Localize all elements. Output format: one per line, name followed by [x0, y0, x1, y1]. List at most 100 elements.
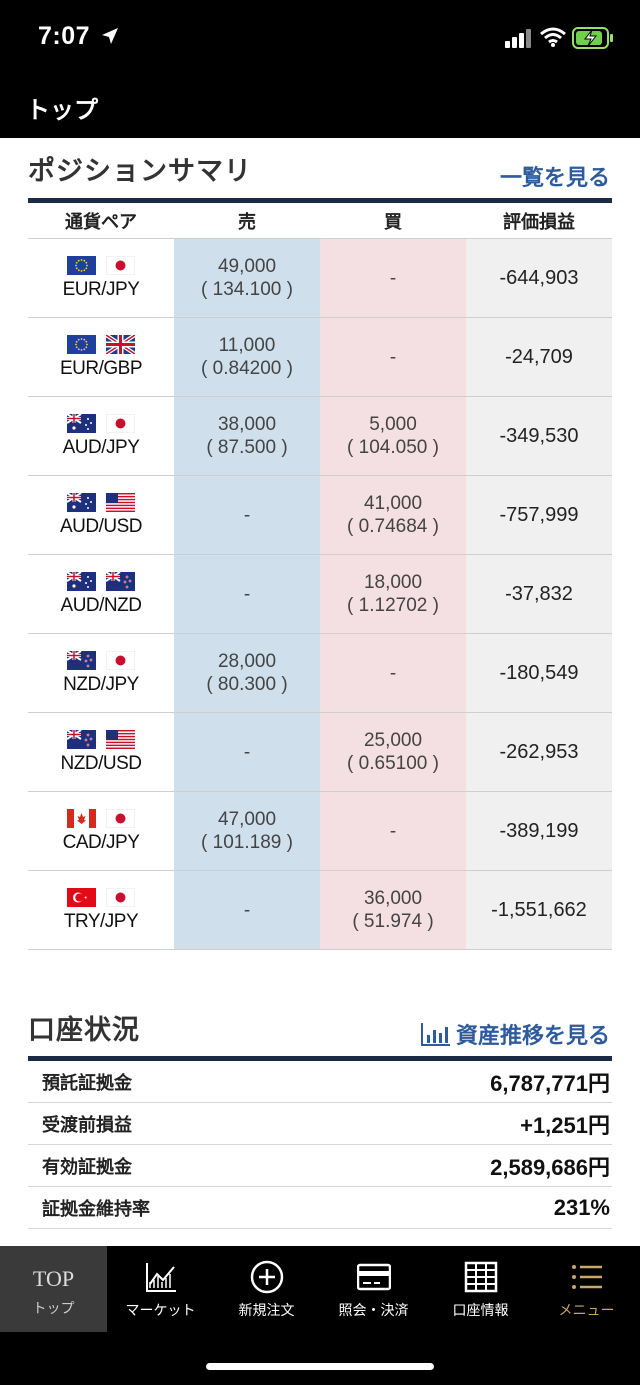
flags [67, 650, 135, 670]
currency-pair-name: NZD/JPY [63, 673, 139, 695]
sell-cell: - [174, 476, 320, 554]
flag-au-icon [67, 413, 96, 433]
tab-top[interactable]: TOP トップ [0, 1246, 107, 1332]
unrealized-pnl: -1,551,662 [466, 871, 612, 949]
buy-rate: ( 104.050 ) [347, 437, 439, 458]
position-row[interactable]: TRY/JPY -36,000( 51.974 ) -1,551,662 [28, 871, 612, 950]
currency-pair-cell: NZD/JPY [28, 634, 174, 712]
sell-quantity: - [243, 583, 251, 605]
flag-nz-icon [67, 729, 96, 749]
account-row-value: +1,251円 [520, 1112, 610, 1138]
sell-cell: - [174, 555, 320, 633]
bar-chart-icon [420, 1023, 450, 1046]
flag-nz-icon [67, 650, 96, 670]
buy-rate: ( 0.74684 ) [347, 516, 439, 537]
buy-quantity: 18,000 [363, 572, 423, 593]
position-row[interactable]: AUD/NZD -18,000( 1.12702 ) -37,832 [28, 555, 612, 634]
buy-quantity: - [389, 820, 397, 842]
column-header-pair: 通貨ペア [65, 211, 137, 232]
position-row[interactable]: NZD/JPY 28,000( 80.300 ) - -180,549 [28, 634, 612, 713]
account-row: 受渡前損益 +1,251円 [28, 1103, 612, 1145]
wifi-icon [540, 27, 566, 47]
flags [67, 571, 135, 591]
asset-history-link[interactable]: 資産推移を見る [420, 1018, 610, 1050]
unrealized-pnl: -24,709 [466, 318, 612, 396]
flag-eu-icon [67, 334, 96, 354]
flags [67, 492, 135, 512]
column-header-pnl: 評価損益 [503, 211, 575, 232]
battery-charging-icon [572, 27, 613, 49]
buy-quantity: - [389, 267, 397, 289]
unrealized-pnl: -180,549 [466, 634, 612, 712]
position-row[interactable]: EUR/JPY 49,000( 134.100 ) - -644,903 [28, 239, 612, 318]
currency-pair-cell: AUD/USD [28, 476, 174, 554]
flag-jp-icon [106, 413, 135, 433]
sell-cell: 28,000( 80.300 ) [174, 634, 320, 712]
tab-inquiry-settlement-label: 照会・決済 [338, 1303, 409, 1319]
account-row: 預託証拠金 6,787,771円 [28, 1061, 612, 1103]
tab-new-order[interactable]: 新規注文 [213, 1246, 320, 1332]
tab-market[interactable]: マーケット [107, 1246, 214, 1332]
buy-cell: - [320, 792, 466, 870]
position-row[interactable]: CAD/JPY 47,000( 101.189 ) - -389,199 [28, 792, 612, 871]
sell-quantity: 47,000 [217, 809, 277, 830]
sell-cell: 38,000( 87.500 ) [174, 397, 320, 475]
menu-icon [571, 1265, 602, 1289]
currency-pair-cell: AUD/JPY [28, 397, 174, 475]
flag-nz-icon [106, 571, 135, 591]
flag-au-icon [67, 492, 96, 512]
chart-icon [145, 1263, 176, 1292]
position-table-header: 通貨ペア 売 買 評価損益 [28, 203, 612, 239]
position-row[interactable]: AUD/USD -41,000( 0.74684 ) -757,999 [28, 476, 612, 555]
location-arrow-icon [102, 28, 118, 44]
buy-cell: 36,000( 51.974 ) [320, 871, 466, 949]
sell-quantity: - [243, 741, 251, 763]
tab-market-label: マーケット [125, 1303, 196, 1319]
flag-jp-icon [106, 808, 135, 828]
flag-us-icon [106, 729, 135, 749]
sell-cell: 49,000( 134.100 ) [174, 239, 320, 317]
buy-cell: 18,000( 1.12702 ) [320, 555, 466, 633]
tab-new-order-label: 新規注文 [238, 1303, 295, 1319]
buy-quantity: - [389, 346, 397, 368]
position-row[interactable]: NZD/USD -25,000( 0.65100 ) -262,953 [28, 713, 612, 792]
buy-quantity: 41,000 [363, 493, 423, 514]
app-header: トップ [0, 78, 640, 138]
account-row-value: 6,787,771円 [490, 1070, 610, 1096]
flag-gb-icon [106, 334, 135, 354]
account-row-label: 預託証拠金 [42, 1072, 132, 1093]
sell-quantity: 49,000 [217, 256, 277, 277]
tab-menu[interactable]: メニュー [533, 1246, 640, 1332]
account-table: 預託証拠金 6,787,771円 受渡前損益 +1,251円 有効証拠金 2,589,68… [28, 1056, 612, 1229]
buy-quantity: 25,000 [363, 730, 423, 751]
buy-cell: - [320, 318, 466, 396]
currency-pair-name: EUR/GBP [59, 357, 143, 379]
account-row-label: 有効証拠金 [42, 1156, 132, 1177]
flags [67, 255, 135, 275]
sell-cell: 11,000( 0.84200 ) [174, 318, 320, 396]
currency-pair-cell: EUR/JPY [28, 239, 174, 317]
position-row[interactable]: EUR/GBP 11,000( 0.84200 ) - -24,709 [28, 318, 612, 397]
cellular-signal-icon [505, 29, 531, 48]
status-bar: 7:07 [0, 0, 640, 78]
buy-cell: 41,000( 0.74684 ) [320, 476, 466, 554]
sell-quantity: - [243, 504, 251, 526]
column-header-buy: 買 [384, 211, 402, 232]
buy-cell: 25,000( 0.65100 ) [320, 713, 466, 791]
top-text-icon: TOP [32, 1266, 75, 1291]
flags [67, 334, 135, 354]
tab-inquiry-settlement[interactable]: 照会・決済 [320, 1246, 427, 1332]
tab-top-label: トップ [32, 1301, 75, 1317]
view-list-link[interactable]: 一覧を見る [499, 165, 610, 190]
currency-pair-name: NZD/USD [60, 752, 142, 774]
flags [67, 729, 135, 749]
position-row[interactable]: AUD/JPY 38,000( 87.500 ) 5,000( 104.050 ) -… [28, 397, 612, 476]
unrealized-pnl: -37,832 [466, 555, 612, 633]
position-summary-title: ポジションサマリ [28, 156, 252, 186]
tab-account-info[interactable]: 口座情報 [427, 1246, 534, 1332]
unrealized-pnl: -644,903 [466, 239, 612, 317]
home-indicator [206, 1363, 434, 1370]
flag-ca-icon [67, 808, 96, 828]
buy-cell: 5,000( 104.050 ) [320, 397, 466, 475]
flag-tr-icon [67, 887, 96, 907]
